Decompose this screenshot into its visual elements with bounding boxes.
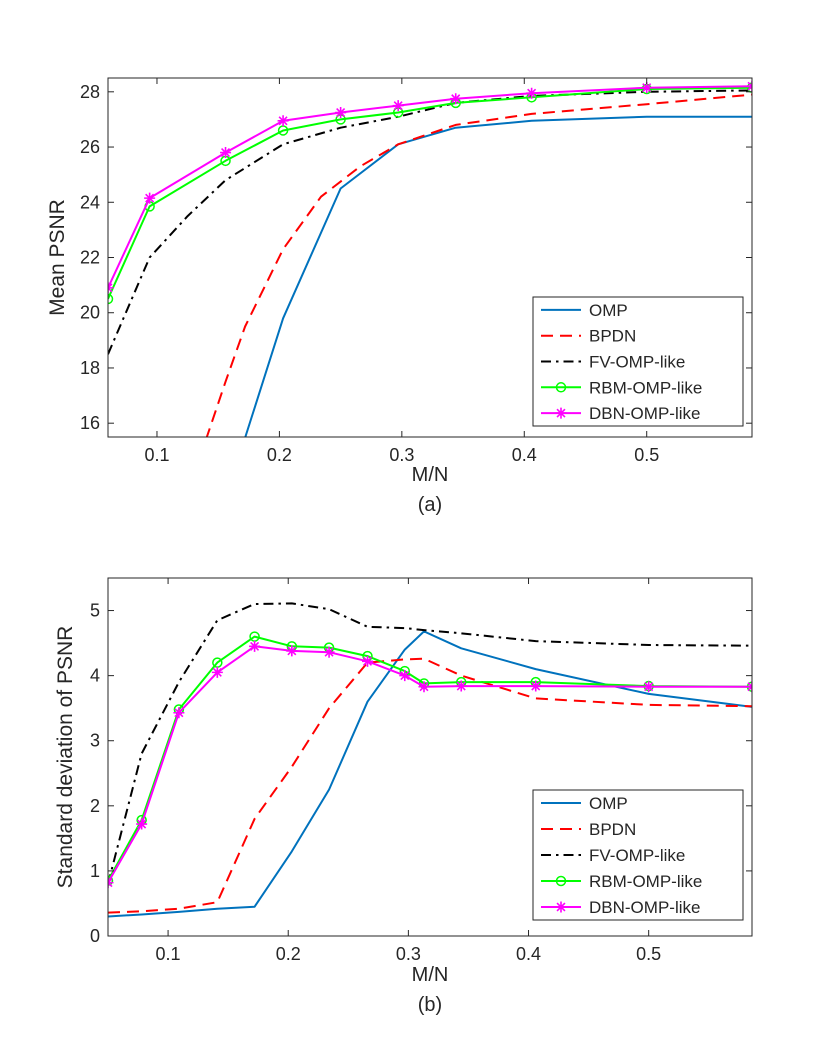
data-point [173,707,185,719]
x-tick-label: 0.3 [396,944,421,964]
x-tick-label: 0.2 [267,445,292,465]
x-axis-label: M/N [412,464,449,486]
y-axis-label: Mean PSNR [46,199,69,316]
series-line-bpdn [205,93,752,437]
x-tick-label: 0.2 [276,944,301,964]
y-tick-label: 18 [80,358,100,378]
series-line-bpdn [108,657,752,914]
legend-marker [555,407,567,419]
x-tick-label: 0.4 [516,944,541,964]
x-tick-label: 0.3 [389,445,414,465]
legend: OMP BPDN FV-OMP-like RBM-OMP-like DBN-OMP-li… [532,789,744,921]
data-point [249,640,261,652]
data-point [526,87,538,99]
data-point [418,681,430,693]
y-tick-label: 2 [90,796,100,816]
data-point [641,82,653,94]
legend-label: OMP [589,794,628,813]
series-line-omp [108,630,752,918]
data-point [362,655,374,667]
data-point [335,107,347,119]
legend-label: FV-OMP-like [589,846,685,865]
x-tick-label: 0.1 [144,445,169,465]
series-line-omp [244,115,752,437]
data-point [220,147,232,159]
x-tick-label: 0.5 [636,944,661,964]
data-point [286,645,298,657]
legend-label: OMP [589,301,628,320]
data-point [530,680,542,692]
panel-caption: (a) [418,494,442,516]
legend-marker [555,901,567,913]
y-tick-label: 5 [90,601,100,621]
y-tick-label: 3 [90,731,100,751]
panel-caption: (b) [418,994,442,1016]
data-point [450,93,462,105]
series-line-dbn-omp-like [108,85,752,289]
series-line-fv-omp-like [108,602,752,885]
y-tick-label: 16 [80,413,100,433]
series-line-fv-omp-like [108,89,752,355]
y-tick-label: 0 [90,926,100,946]
x-axis-label: M/N [412,964,449,986]
data-point [392,100,404,112]
data-point [108,875,114,886]
y-tick-label: 28 [80,82,100,102]
legend-label: DBN-OMP-like [589,404,700,423]
axes-box [107,577,753,937]
y-tick-label: 4 [90,666,100,686]
legend-marker [555,875,567,887]
legend-label: RBM-OMP-like [589,872,702,891]
series-group [108,80,752,437]
chart-panel-a: 0.1 0.2 0.3 0.4 0.5 16 18 20 22 24 26 28 M/N (a) Mean … [46,77,753,516]
data-point [323,646,335,658]
series-line-dbn-omp-like [108,645,752,884]
data-point [108,293,114,305]
y-tick-label: 1 [90,861,100,881]
x-tick-label: 0.1 [156,944,181,964]
y-tick-label: 24 [80,192,100,212]
legend-label: DBN-OMP-like [589,898,700,917]
series-line-rbm-omp-like [108,86,752,300]
data-point [746,82,752,93]
x-tick-label: 0.5 [634,445,659,465]
legend-label: BPDN [589,820,636,839]
chart-panel-b: 0.1 0.2 0.3 0.4 0.5 0 1 2 3 4 5 M/N (b) Standard devi… [54,577,753,1016]
legend-label: BPDN [589,327,636,346]
data-point [399,670,411,682]
series-group [108,602,752,918]
y-tick-label: 22 [80,248,100,268]
data-point [211,666,223,678]
legend: OMP BPDN FV-OMP-like RBM-OMP-like DBN-OMP-li… [532,296,744,427]
y-axis-label: Standard deviation of PSNR [54,626,77,889]
data-point [455,680,467,692]
legend-marker [555,382,567,393]
data-point [643,681,655,693]
legend-label: FV-OMP-like [589,353,685,372]
data-point [277,115,289,127]
legend-label: RBM-OMP-like [589,378,702,397]
x-tick-label: 0.4 [512,445,537,465]
data-point [136,818,148,830]
data-point [144,192,156,204]
series-line-rbm-omp-like [108,635,752,882]
y-tick-label: 20 [80,303,100,323]
y-tick-label: 26 [80,137,100,157]
